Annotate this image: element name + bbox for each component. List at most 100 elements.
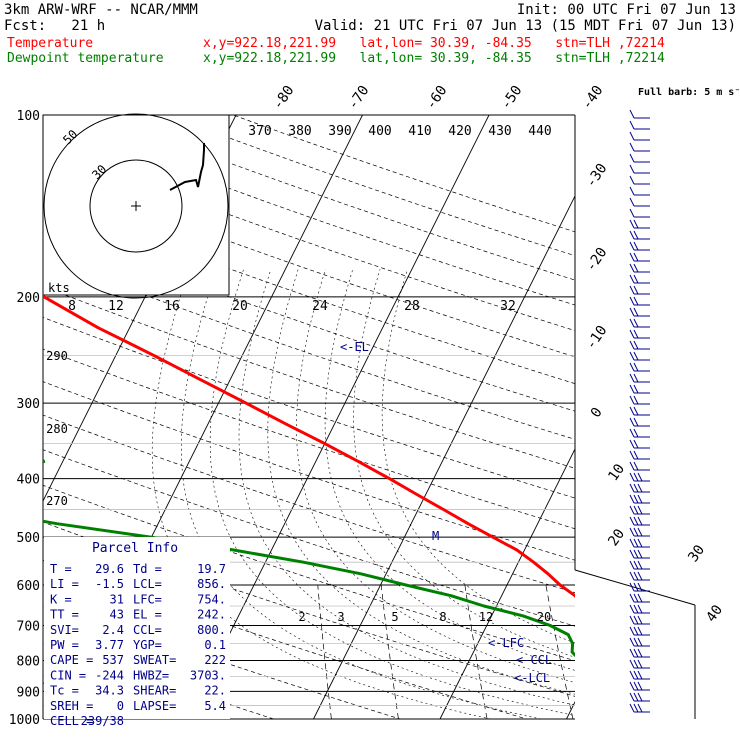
parcel-info-key: PW =: [50, 638, 79, 652]
wind-barb-flag: [637, 659, 643, 669]
isotherm-label: -50: [498, 83, 526, 113]
wind-barb-flag: [629, 252, 635, 262]
hodograph-ring: [89, 159, 183, 253]
parcel-info-key: Td =: [133, 562, 162, 576]
mixing-ratio-label: 20: [232, 299, 248, 314]
parcel-info-key: SWEAT=: [133, 653, 176, 667]
parcel-info-value: 19.7: [197, 562, 226, 576]
parcel-info-key: T =: [50, 562, 72, 576]
theta-label: 400: [368, 124, 391, 139]
wind-barb-flag: [629, 516, 635, 526]
mixing-ratio-label: 8: [439, 610, 446, 624]
moist-adiabat: [353, 269, 575, 658]
parcel-info-value: 239/38: [81, 714, 124, 728]
theta-label: 410: [408, 124, 431, 139]
parcel-info-value: 800.: [197, 623, 226, 637]
parcel-info-value: 242.: [197, 608, 226, 622]
parcel-info-key: LI =: [50, 577, 79, 591]
wind-barb-flag: [629, 120, 635, 130]
wind-barb-flag: [629, 648, 635, 658]
pressure-label: 700: [17, 619, 40, 634]
pressure-label: 1000: [9, 713, 40, 728]
wind-barb-flag: [637, 560, 643, 570]
mixing-ratio-line: [317, 584, 332, 719]
wind-barb-flag: [637, 527, 643, 537]
pressure-label: 800: [17, 654, 40, 669]
wind-barb-flag: [637, 681, 643, 691]
wind-barb-flag: [637, 538, 643, 548]
wind-barb-flag: [629, 362, 635, 372]
parcel-info-key: Tc =: [50, 684, 79, 698]
parcel-info-key: LAPSE=: [133, 699, 176, 713]
wind-barb-flag: [633, 230, 639, 240]
right-axis-slant: [574, 569, 696, 606]
parcel-info-key: YGP=: [133, 638, 162, 652]
wind-barb-flag: [633, 659, 639, 669]
parcel-info-value: 43: [110, 608, 124, 622]
wind-barb-flag: [637, 582, 643, 592]
wind-barb-flag: [633, 670, 639, 680]
moist-adiabat: [381, 269, 575, 644]
wind-barb-flag: [637, 593, 643, 603]
wind-barb-flag: [629, 417, 635, 427]
parcel-info-value: 29.6: [95, 562, 124, 576]
wind-barb-flag: [629, 351, 635, 361]
wind-barb-flag: [637, 637, 643, 647]
pressure-label: 200: [17, 291, 40, 306]
pressure-label: 100: [17, 109, 40, 124]
wind-barb-flag: [633, 692, 639, 702]
wind-barb-legend: Full barb: 5 m s⁻¹: [638, 87, 740, 98]
isotherm: [313, 194, 575, 719]
parcel-info-box: [44, 537, 230, 719]
parcel-info-value: 222: [204, 653, 226, 667]
pressure-label: 900: [17, 685, 40, 700]
wind-barb-flag: [633, 615, 639, 625]
wind-barb-flag: [629, 593, 635, 603]
wind-barb-flag: [629, 329, 635, 339]
el-marker: <-EL: [340, 340, 369, 354]
hodograph-trace: [169, 143, 205, 191]
wind-barb-flag: [633, 241, 639, 251]
wind-barb-flag: [629, 681, 635, 691]
mixing-ratio-label: 24: [312, 299, 328, 314]
legend-temperature: Temperature: [7, 36, 94, 51]
theta-label: 370: [248, 124, 271, 139]
wind-barb-flag: [629, 406, 635, 416]
wind-barb-flag: [633, 296, 639, 306]
pressure-label: 300: [17, 397, 40, 412]
parcel-info-value: 2.4: [102, 623, 124, 637]
wind-barb-flag: [629, 318, 635, 328]
wind-barb-flag: [633, 703, 639, 713]
wind-barb-flag: [629, 560, 635, 570]
wind-barb-flag: [637, 703, 643, 713]
wind-barb-flag: [629, 307, 635, 317]
wind-barb-flag: [637, 670, 643, 680]
wind-barb-flag: [629, 626, 635, 636]
wind-barb-flag: [633, 483, 639, 493]
isotherm: [566, 700, 575, 719]
parcel-info-value: 3.77: [95, 638, 124, 652]
parcel-info-key: LFC=: [133, 592, 162, 606]
mixing-ratio-line: [715, 585, 740, 719]
mixing-ratio-label: 8: [68, 299, 76, 314]
parcel-info-key: HWBZ=: [133, 668, 169, 682]
wind-barb-flag: [629, 615, 635, 625]
wind-barb-flag: [629, 175, 635, 185]
wind-barb-flag: [633, 626, 639, 636]
lcl-marker: <-LCL: [514, 671, 550, 685]
wind-barb-flag: [633, 681, 639, 691]
wind-barb-flag: [629, 373, 635, 383]
isotherm-label: 40: [703, 602, 726, 625]
parcel-info-value: 34.3: [95, 684, 124, 698]
wind-barb-flag: [633, 395, 639, 405]
wind-barb-flag: [633, 527, 639, 537]
mixing-ratio-label: 12: [479, 610, 493, 624]
wind-barb-flag: [633, 219, 639, 229]
temperature-location-info: x,y=922.18,221.99 lat,lon= 30.39, -84.35…: [203, 36, 665, 51]
mixing-ratio-line: [545, 584, 574, 719]
wind-barb-flag: [629, 659, 635, 669]
pressure-label: 600: [17, 579, 40, 594]
wind-barb-flag: [629, 384, 635, 394]
wind-barb-flag: [629, 208, 635, 218]
isotherm-label: -70: [345, 83, 373, 113]
